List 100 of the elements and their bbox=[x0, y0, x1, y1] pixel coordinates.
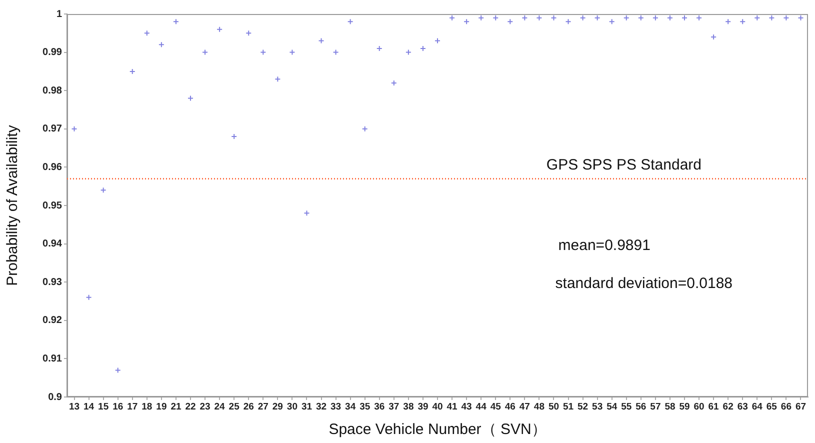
point bbox=[405, 49, 412, 56]
point bbox=[362, 126, 368, 132]
point bbox=[478, 14, 484, 21]
point bbox=[114, 367, 121, 374]
x-tick-label: 35 bbox=[360, 401, 371, 412]
annotation: standard deviation=0.0188 bbox=[555, 275, 733, 292]
point bbox=[289, 49, 296, 56]
x-tick-label: 43 bbox=[461, 401, 472, 412]
x-tick-label: 26 bbox=[243, 401, 254, 412]
x-tick-label: 14 bbox=[84, 401, 95, 412]
point bbox=[464, 18, 470, 25]
x-tick-label: 40 bbox=[432, 401, 443, 412]
y-tick-label: 0.97 bbox=[42, 124, 62, 135]
x-axis-title: Space Vehicle Number（ SVN） bbox=[328, 421, 546, 438]
point bbox=[740, 18, 746, 25]
y-tick-label: 0.94 bbox=[42, 238, 62, 250]
point bbox=[449, 14, 456, 21]
point bbox=[550, 14, 557, 21]
y-axis-title: Probability of Availability bbox=[4, 124, 22, 286]
x-tick-label: 16 bbox=[112, 401, 124, 412]
x-tick-label: 63 bbox=[737, 401, 748, 412]
x-tick-label: 37 bbox=[388, 401, 400, 412]
point bbox=[638, 14, 644, 21]
point bbox=[652, 14, 658, 21]
x-tick-label: 58 bbox=[664, 401, 676, 412]
x-tick-label: 44 bbox=[476, 401, 488, 412]
x-tick-label: 33 bbox=[330, 401, 342, 412]
x-tick-label: 51 bbox=[562, 401, 574, 412]
x-tick-label: 47 bbox=[519, 401, 530, 412]
x-tick-label: 59 bbox=[679, 401, 690, 412]
x-tick-label: 36 bbox=[374, 401, 385, 412]
point bbox=[172, 18, 179, 25]
x-tick-label: 66 bbox=[780, 401, 792, 412]
x-tick-label: 27 bbox=[258, 401, 268, 412]
y-tick-label: 0.99 bbox=[42, 47, 62, 58]
point bbox=[623, 14, 630, 21]
point bbox=[216, 26, 223, 32]
y-tick-label: 0.92 bbox=[42, 315, 62, 326]
x-tick-label: 41 bbox=[446, 401, 458, 412]
y-tick-label: 0.91 bbox=[42, 353, 62, 364]
point bbox=[696, 14, 702, 21]
x-tick-label: 19 bbox=[156, 401, 167, 412]
y-tick-label: 0.9 bbox=[48, 392, 62, 403]
point bbox=[86, 294, 92, 300]
point bbox=[347, 18, 354, 25]
y-tick-label: 0.93 bbox=[42, 276, 62, 288]
x-tick-label: 48 bbox=[534, 401, 544, 412]
x-tick-label: 64 bbox=[752, 401, 764, 412]
x-tick-label: 24 bbox=[214, 401, 226, 412]
point bbox=[434, 38, 440, 44]
x-tick-label: 23 bbox=[200, 401, 210, 412]
point bbox=[798, 14, 804, 21]
x-tick-label: 56 bbox=[636, 401, 646, 412]
x-tick-label: 15 bbox=[98, 401, 110, 412]
point bbox=[666, 14, 673, 21]
x-tick-label: 38 bbox=[403, 401, 414, 412]
point bbox=[144, 30, 150, 36]
x-tick-label: 30 bbox=[286, 401, 298, 412]
x-tick-label: 46 bbox=[504, 401, 516, 412]
x-tick-label: 50 bbox=[548, 401, 560, 412]
point bbox=[507, 18, 514, 25]
point bbox=[188, 95, 194, 102]
y-tick-label: 0.96 bbox=[42, 162, 62, 173]
point bbox=[754, 14, 760, 21]
point bbox=[522, 14, 528, 21]
point bbox=[202, 49, 208, 56]
x-tick-label: 32 bbox=[316, 401, 327, 412]
y-tick-label: 0.95 bbox=[42, 200, 62, 212]
point bbox=[682, 14, 688, 21]
x-tick-label: 25 bbox=[228, 401, 240, 412]
x-tick-label: 45 bbox=[490, 401, 502, 412]
x-tick-label: 22 bbox=[185, 401, 196, 412]
point bbox=[100, 187, 106, 194]
point bbox=[725, 18, 732, 25]
point bbox=[580, 14, 586, 21]
point bbox=[492, 14, 499, 21]
annotation: mean=0.9891 bbox=[558, 236, 650, 254]
ref-line-label: GPS SPS PS Standard bbox=[546, 156, 702, 174]
x-tick-label: 61 bbox=[708, 401, 720, 412]
point bbox=[768, 14, 775, 21]
point bbox=[536, 14, 542, 21]
y-tick-label: 0.98 bbox=[42, 85, 62, 96]
x-tick-label: 53 bbox=[592, 401, 603, 412]
x-tick-label: 17 bbox=[127, 401, 138, 412]
y-tick-label: 1 bbox=[56, 8, 62, 20]
x-tick-label: 60 bbox=[694, 401, 704, 412]
point bbox=[594, 14, 600, 21]
x-tick-label: 39 bbox=[418, 401, 428, 412]
point bbox=[565, 18, 572, 25]
x-tick-label: 55 bbox=[621, 401, 632, 412]
x-tick-label: 31 bbox=[301, 401, 313, 412]
point bbox=[246, 30, 252, 36]
point bbox=[332, 49, 339, 56]
point bbox=[318, 38, 324, 44]
point bbox=[260, 49, 266, 56]
x-tick-label: 62 bbox=[722, 401, 734, 412]
point bbox=[158, 42, 164, 48]
x-tick-label: 57 bbox=[650, 401, 661, 412]
x-tick-label: 18 bbox=[142, 401, 152, 412]
x-tick-label: 54 bbox=[606, 401, 618, 412]
